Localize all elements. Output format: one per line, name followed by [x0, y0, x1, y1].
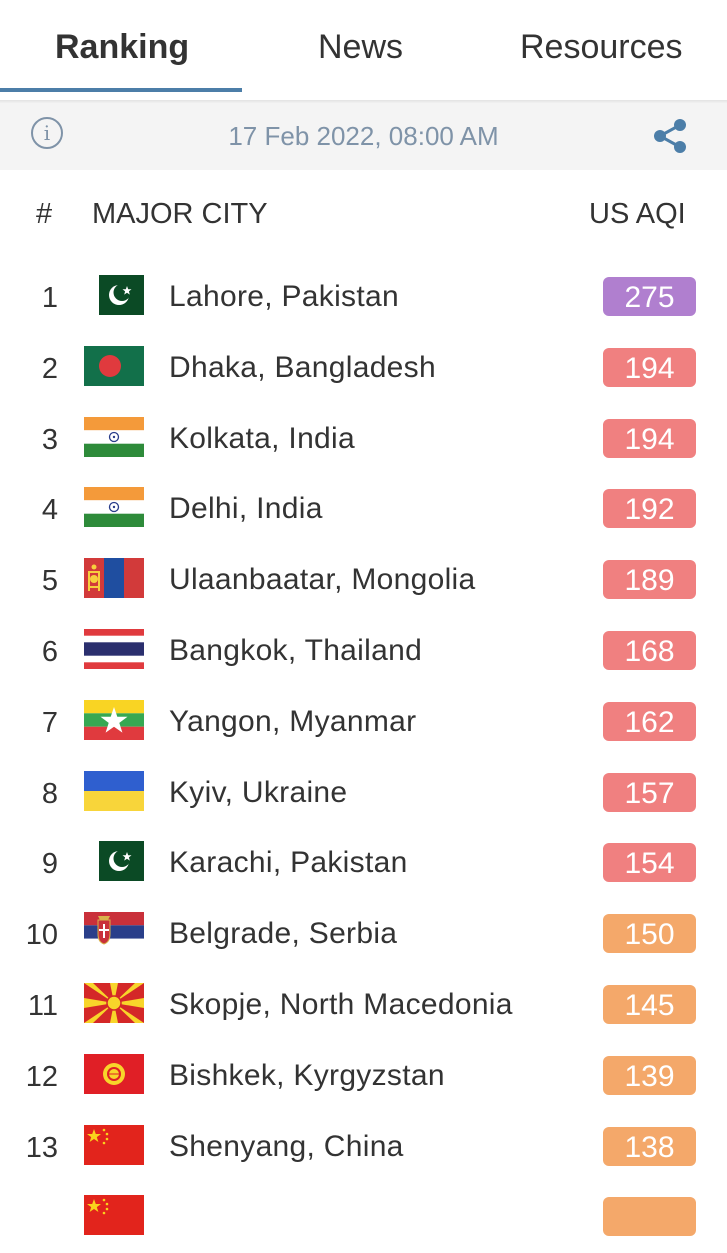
- city-name: Skopje, North Macedonia: [169, 988, 513, 1021]
- mongolia-flag-icon: [84, 558, 144, 599]
- ukraine-flag-icon: [84, 770, 144, 811]
- city-name: Delhi, India: [169, 492, 323, 526]
- serbia-flag-icon: [84, 912, 144, 953]
- city-name: Shenyang, China: [169, 1129, 404, 1163]
- city-name: Kyiv, Ukraine: [169, 775, 348, 809]
- ranking-row[interactable]: 13 Shenyang, China 138: [0, 1112, 727, 1183]
- bangladesh-flag-icon: [84, 345, 144, 386]
- ranking-row[interactable]: 5 Ulaanbaatar, Mongolia 189: [0, 545, 727, 616]
- india-flag-icon: [84, 416, 144, 457]
- city-name: Dhaka, Bangladesh: [169, 350, 436, 384]
- aqi-badge: 145: [603, 985, 696, 1024]
- aqi-badge: 138: [603, 1126, 696, 1166]
- rank-number: 10: [25, 919, 58, 952]
- ranking-row[interactable]: 1 Lahore, Pakistan 275: [0, 262, 727, 333]
- city-name: Ulaanbaatar, Mongolia: [169, 563, 476, 597]
- aqi-badge: 275: [603, 277, 696, 316]
- rank-number: 1: [41, 282, 58, 314]
- aqi-badge: 194: [603, 418, 696, 458]
- tab-news[interactable]: News: [318, 28, 404, 66]
- city-name: Lahore, Pakistan: [169, 280, 399, 313]
- rank-number: 4: [41, 494, 58, 527]
- share-icon[interactable]: [651, 118, 689, 154]
- city-name: Belgrade, Serbia: [169, 917, 398, 951]
- timestamp: 17 Feb 2022, 08:00 AM: [228, 121, 499, 151]
- city-column-header: MAJOR CITY: [92, 198, 268, 230]
- city-name: Bangkok, Thailand: [169, 634, 423, 667]
- aqi-badge: 162: [603, 701, 696, 741]
- rank-number: 9: [41, 848, 58, 881]
- ranking-row[interactable]: [0, 1182, 727, 1253]
- aqi-badge: 150: [603, 914, 696, 954]
- ranking-row[interactable]: 6 Bangkok, Thailand 168: [0, 616, 727, 687]
- ranking-row[interactable]: 10 Belgrade, Serbia 150: [0, 899, 727, 970]
- india-flag-icon: [84, 487, 144, 528]
- tab-resources[interactable]: Resources: [520, 28, 683, 66]
- ranking-row[interactable]: 4 Delhi, India 192: [0, 474, 727, 545]
- rank-number: 3: [41, 423, 58, 456]
- ranking-row[interactable]: 3 Kolkata, India 194: [0, 404, 727, 475]
- aqi-badge: 168: [603, 631, 696, 670]
- city-name: Kolkata, India: [169, 421, 355, 455]
- rank-number: 13: [25, 1131, 58, 1164]
- aqi-badge: [603, 1197, 696, 1237]
- north-macedonia-flag-icon: [84, 983, 144, 1023]
- ranking-row[interactable]: 9 Karachi, Pakistan 154: [0, 828, 727, 899]
- rank-number: 11: [27, 990, 58, 1022]
- aqi-badge: 139: [603, 1055, 696, 1095]
- ranking-row[interactable]: 12 Bishkek, Kyrgyzstan 139: [0, 1041, 727, 1112]
- ranking-row[interactable]: 7 Yangon, Myanmar 162: [0, 687, 727, 758]
- china-flag-icon: [84, 1195, 144, 1236]
- rank-number: 7: [41, 706, 58, 739]
- pakistan-flag-icon: [84, 841, 144, 882]
- kyrgyzstan-flag-icon: [84, 1053, 144, 1094]
- aqi-badge: 194: [603, 347, 696, 387]
- tab-bar-shadow: [0, 100, 727, 104]
- rank-number: 5: [41, 565, 58, 598]
- aqi-badge: 157: [603, 772, 696, 812]
- rank-number: 12: [25, 1060, 58, 1093]
- tab-ranking[interactable]: Ranking: [55, 28, 190, 66]
- info-icon[interactable]: i: [31, 117, 63, 149]
- china-flag-icon: [84, 1124, 144, 1165]
- ranking-row[interactable]: 8 Kyiv, Ukraine 157: [0, 758, 727, 829]
- aqi-badge: 192: [603, 489, 696, 529]
- rank-number: 6: [41, 636, 58, 668]
- pakistan-flag-icon: [84, 275, 144, 315]
- tab-bar: Ranking News Resources: [0, 0, 727, 100]
- city-name: Yangon, Myanmar: [169, 704, 417, 738]
- ranking-row[interactable]: 11 Skopje, North Macedonia 145: [0, 970, 727, 1041]
- rank-number: 8: [41, 777, 58, 810]
- rank-column-header: #: [36, 198, 53, 230]
- ranking-row[interactable]: 2 Dhaka, Bangladesh 194: [0, 333, 727, 404]
- active-tab-indicator: [0, 88, 242, 92]
- aqi-column-header: US AQI: [589, 198, 686, 230]
- thailand-flag-icon: [84, 629, 144, 669]
- city-name: Bishkek, Kyrgyzstan: [169, 1058, 445, 1092]
- myanmar-flag-icon: [84, 699, 144, 740]
- aqi-badge: 154: [603, 843, 696, 883]
- aqi-badge: 189: [603, 560, 696, 600]
- city-name: Karachi, Pakistan: [169, 846, 408, 880]
- info-bar: [0, 103, 727, 170]
- rank-number: 2: [41, 352, 58, 385]
